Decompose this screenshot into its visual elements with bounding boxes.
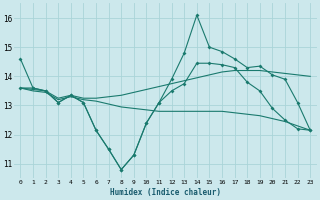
X-axis label: Humidex (Indice chaleur): Humidex (Indice chaleur) bbox=[110, 188, 221, 197]
